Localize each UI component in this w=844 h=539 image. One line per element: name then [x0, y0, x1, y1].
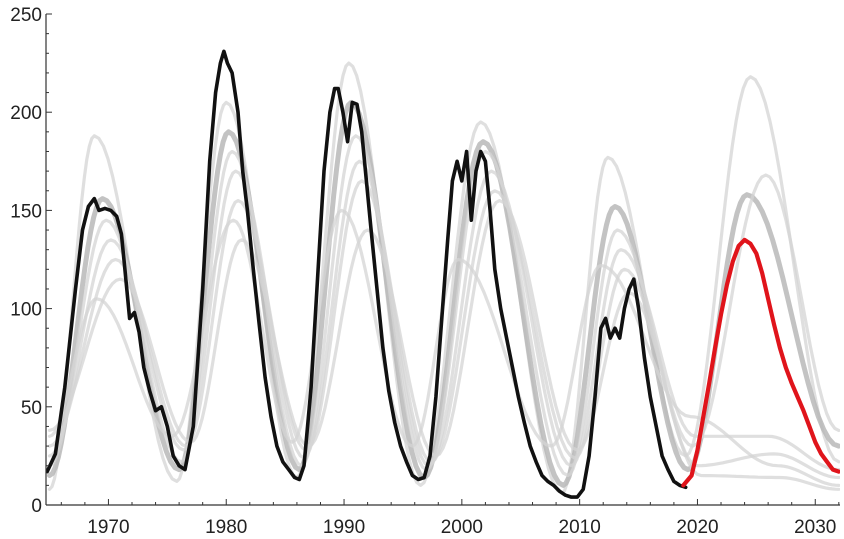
forecast-series-line: [681, 237, 840, 488]
x-tick-label: 2000: [441, 517, 483, 538]
y-tick-label: 50: [21, 398, 42, 419]
model-series-line-6: [47, 179, 840, 480]
y-tick-label: 200: [10, 103, 42, 124]
y-tick-label: 0: [31, 496, 42, 517]
model-series-line-7: [47, 208, 840, 487]
x-tick-label: 1970: [87, 517, 129, 538]
y-tick-label: 250: [10, 5, 42, 26]
x-tick-label: 1980: [205, 517, 247, 538]
x-tick-label: 2010: [559, 517, 601, 538]
x-tick-label: 2020: [676, 517, 718, 538]
y-tick-label: 100: [10, 300, 42, 321]
x-tick-label: 1990: [323, 517, 365, 538]
observed-series-line: [46, 49, 688, 499]
x-tick-label: 2030: [794, 517, 836, 538]
data-lines: [46, 49, 840, 499]
y-tick-label: 150: [10, 201, 42, 222]
axes: 0 50 100 150 200 250 1970 1980 1990 2000 2010 2020 2…: [10, 5, 840, 538]
